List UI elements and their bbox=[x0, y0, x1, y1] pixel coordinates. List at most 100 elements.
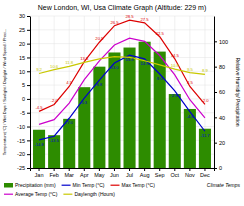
data-label: 4.5 bbox=[66, 80, 72, 85]
tick-label: -25 bbox=[17, 165, 25, 171]
tick: 100 bbox=[214, 39, 228, 45]
tick: Jul bbox=[126, 168, 133, 178]
tick-mark bbox=[27, 168, 30, 169]
tick-label: 40 bbox=[219, 115, 225, 121]
data-label: -14.8 bbox=[34, 142, 44, 147]
legend-item: Daylength (Hours) bbox=[63, 191, 115, 197]
data-label: 26.5 bbox=[110, 20, 119, 25]
data-label: 11.8 bbox=[65, 60, 74, 65]
tick-mark bbox=[27, 71, 30, 72]
legend-label: Min Temp (°C) bbox=[73, 182, 105, 188]
tick-mark bbox=[214, 92, 217, 93]
tick-mark bbox=[129, 168, 130, 171]
axis-x: JanFebMarAprMayJunJulAugSepOctNovDec bbox=[31, 168, 215, 178]
data-label: 10.8 bbox=[171, 63, 180, 68]
data-label: 20.5 bbox=[95, 36, 104, 41]
y-axis-label: Temperature(°C) / Wet Days / Sunlight / … bbox=[2, 29, 7, 156]
tick-label: Mar bbox=[64, 172, 74, 178]
tick: 20 bbox=[19, 41, 30, 47]
tick-mark bbox=[27, 30, 30, 31]
legend-swatch bbox=[111, 185, 120, 186]
tick-label: 25 bbox=[19, 27, 25, 33]
tick-label: 100 bbox=[219, 39, 228, 45]
tick-label: 30 bbox=[19, 13, 25, 19]
axis-yticks: -25-20-15-10-5051015202530 bbox=[17, 13, 30, 171]
tick: 0 bbox=[22, 96, 30, 102]
tick-mark bbox=[144, 168, 145, 171]
tick-mark bbox=[69, 168, 70, 171]
bar bbox=[139, 42, 151, 168]
legend-swatch bbox=[4, 183, 13, 188]
tick-label: 15 bbox=[19, 55, 25, 61]
data-label: 15.8 bbox=[125, 57, 134, 62]
tick-label: May bbox=[94, 172, 105, 178]
grid-line-y bbox=[30, 16, 214, 17]
tick: Feb bbox=[49, 168, 58, 178]
tick-label: 10 bbox=[19, 69, 25, 75]
tick-label: Dec bbox=[200, 172, 210, 178]
grid bbox=[30, 16, 214, 168]
tick-mark bbox=[114, 168, 115, 171]
data-label: -11.7 bbox=[200, 133, 210, 138]
legend-label: Max Temp (°C) bbox=[122, 182, 156, 188]
tick-label: Feb bbox=[49, 172, 58, 178]
plot-marks bbox=[33, 20, 211, 168]
data-label: 2.9 bbox=[172, 93, 178, 98]
data-label: -13.5 bbox=[49, 138, 59, 143]
tick-label: Apr bbox=[80, 172, 89, 178]
grid-line-y bbox=[30, 43, 214, 44]
tick-label: Oct bbox=[171, 172, 180, 178]
tick-label: -20 bbox=[17, 151, 25, 157]
annotation: Climate Temps bbox=[207, 182, 241, 188]
y2-axis-label: Relative Humidity/ Precipitation bbox=[235, 57, 241, 126]
data-label: -2.0 bbox=[51, 98, 59, 103]
data-label: 22.5 bbox=[156, 31, 165, 36]
bar bbox=[63, 119, 75, 168]
axis-y2ticks: 020406080100 bbox=[214, 17, 228, 172]
tick: May bbox=[94, 168, 105, 178]
tick-mark bbox=[27, 127, 30, 128]
axis-line bbox=[31, 169, 215, 172]
tick: 0 bbox=[214, 165, 222, 171]
line bbox=[39, 57, 205, 75]
tick-mark bbox=[27, 57, 30, 58]
tick-mark bbox=[159, 168, 160, 171]
data-label: 6.8 bbox=[96, 82, 102, 87]
chart: -14.8-13.5-7.00.36.813.015.814.59.02.9-4… bbox=[0, 0, 244, 206]
tick-label: Sep bbox=[155, 172, 165, 178]
tick-mark bbox=[54, 168, 55, 171]
tick-mark bbox=[27, 16, 30, 17]
legend-label: Daylength (Hours) bbox=[74, 191, 115, 197]
tick-mark bbox=[214, 67, 217, 68]
data-label: 9.5 bbox=[187, 67, 193, 72]
tick: Apr bbox=[80, 168, 89, 178]
line bbox=[39, 38, 205, 124]
tick-mark bbox=[214, 41, 217, 42]
bar-series bbox=[33, 42, 211, 168]
tick-mark bbox=[204, 168, 205, 171]
legend-item: Average Temp (°C) bbox=[4, 191, 58, 197]
tick-mark bbox=[84, 168, 85, 171]
tick: -25 bbox=[17, 165, 30, 171]
tick-mark bbox=[27, 140, 30, 141]
tick-mark bbox=[39, 168, 40, 171]
data-label: 13.0 bbox=[110, 65, 119, 70]
data-label: -4.5 bbox=[35, 105, 43, 110]
data-label: -4.6 bbox=[186, 114, 194, 119]
tick-label: 80 bbox=[219, 64, 225, 70]
data-label: -2.0 bbox=[201, 98, 209, 103]
data-label: 14.5 bbox=[171, 53, 180, 58]
bar bbox=[124, 48, 136, 168]
tick-label: -15 bbox=[17, 138, 25, 144]
data-label: -7.0 bbox=[66, 120, 74, 125]
data-label: 9.2 bbox=[36, 67, 42, 72]
legend-swatch bbox=[63, 194, 72, 195]
data-label: 27.5 bbox=[141, 17, 150, 22]
tick: -20 bbox=[17, 151, 30, 157]
data-label: 28.5 bbox=[125, 14, 134, 19]
tick-label: Jun bbox=[110, 172, 119, 178]
legend-item: Precipitation (mm) bbox=[4, 182, 56, 188]
tick-label: Jan bbox=[35, 172, 44, 178]
tick: -5 bbox=[20, 110, 30, 116]
data-label: 10.6 bbox=[50, 64, 59, 69]
